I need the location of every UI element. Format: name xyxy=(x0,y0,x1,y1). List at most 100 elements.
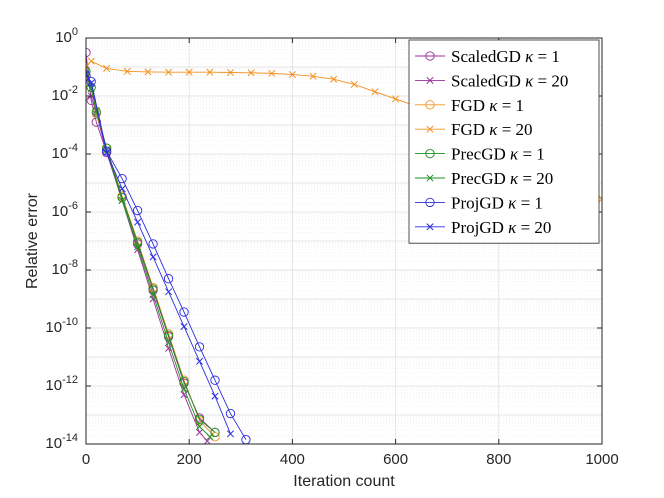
legend: ScaledGD κ = 1 ScaledGD κ = 20 FGD κ = 1 FG… xyxy=(408,39,600,244)
data-point xyxy=(123,67,131,75)
data-point xyxy=(180,385,188,393)
legend-label: PrecGD κ = 1 xyxy=(451,145,545,164)
legend-marker xyxy=(426,174,434,182)
data-point xyxy=(179,376,189,387)
legend-item: PrecGD κ = 1 xyxy=(415,145,545,164)
legend-label: ProjGD κ = 1 xyxy=(451,193,543,212)
data-point xyxy=(268,69,276,77)
data-point xyxy=(165,338,173,347)
data-point xyxy=(185,68,193,76)
data-point xyxy=(226,68,235,77)
series-line xyxy=(86,72,211,438)
series-line xyxy=(86,75,216,438)
data-point xyxy=(148,284,158,294)
data-point xyxy=(195,428,204,436)
legend-label: ScaledGD κ = 20 xyxy=(451,71,568,90)
data-point xyxy=(163,274,174,284)
x-tick-label: 400 xyxy=(280,451,305,468)
data-point xyxy=(103,148,111,157)
x-tick-label: 800 xyxy=(486,451,511,468)
legend-marker xyxy=(425,51,435,61)
data-point xyxy=(165,68,173,76)
data-point xyxy=(210,427,220,438)
legend-item: ScaledGD κ = 1 xyxy=(415,47,560,66)
legend-marker xyxy=(426,223,434,231)
x-tick-label: 1000 xyxy=(585,451,618,468)
data-point xyxy=(195,357,204,365)
x-tick-label: 200 xyxy=(177,451,202,468)
series-line xyxy=(86,75,247,440)
data-point xyxy=(86,63,90,71)
data-point xyxy=(134,243,142,251)
legend-marker xyxy=(426,76,434,84)
data-point xyxy=(392,95,400,103)
legend-item: ScaledGD κ = 20 xyxy=(415,71,568,90)
data-point xyxy=(87,79,95,87)
legend-marker xyxy=(425,148,435,159)
data-point xyxy=(225,408,236,419)
data-point xyxy=(148,239,158,249)
legend-marker xyxy=(425,100,435,110)
data-point xyxy=(330,75,338,83)
data-point xyxy=(149,253,157,261)
data-point xyxy=(180,391,188,399)
data-point xyxy=(194,414,205,424)
legend-label: FGD κ = 1 xyxy=(451,96,524,115)
data-point xyxy=(226,430,235,438)
data-point xyxy=(203,437,211,444)
legend-marker xyxy=(426,125,434,133)
data-point xyxy=(210,375,220,385)
series-line xyxy=(86,52,216,433)
data-point xyxy=(165,288,173,296)
data-point xyxy=(371,88,379,96)
data-point xyxy=(194,342,205,352)
legend-label: ProjGD κ = 20 xyxy=(451,218,551,237)
data-point xyxy=(144,68,152,76)
data-point xyxy=(247,69,255,77)
series-precgd-kappa-20 xyxy=(86,69,214,441)
x-tick-label: 0 xyxy=(82,451,90,468)
series-scaledgd-kappa-1 xyxy=(86,47,220,438)
y-tick-label: 10-12 xyxy=(45,374,78,394)
series-line xyxy=(86,74,231,435)
y-axis-label: Relative error xyxy=(24,192,41,289)
data-point xyxy=(206,68,214,76)
data-point xyxy=(103,64,111,73)
y-tick-label: 10-14 xyxy=(45,432,78,452)
x-axis-label: Iteration count xyxy=(293,473,395,490)
legend-item: PrecGD κ = 20 xyxy=(415,169,553,188)
y-tick-label: 10-10 xyxy=(45,316,78,336)
data-point xyxy=(598,195,602,203)
data-point xyxy=(210,432,220,442)
data-point xyxy=(350,80,358,88)
data-point xyxy=(87,57,95,65)
legend-item: ProjGD κ = 1 xyxy=(415,193,543,212)
legend-box xyxy=(408,39,600,244)
series-fgd-kappa-1 xyxy=(86,71,220,442)
data-point xyxy=(86,69,90,77)
legend-item: FGD κ = 20 xyxy=(415,120,533,139)
series-scaledgd-kappa-20 xyxy=(86,66,211,444)
data-point xyxy=(118,196,126,204)
y-tick-label: 10-2 xyxy=(52,84,78,104)
plot-frame xyxy=(85,37,603,445)
y-tick-label: 10-4 xyxy=(52,142,78,162)
legend-marker xyxy=(425,197,435,208)
y-tick-label: 10-8 xyxy=(52,258,78,278)
y-tick-label: 10-6 xyxy=(52,200,78,220)
data-point xyxy=(309,72,317,80)
data-point xyxy=(206,433,214,441)
series-projgd-kappa-1 xyxy=(86,71,251,444)
legend-item: ProjGD κ = 20 xyxy=(415,218,551,237)
data-point xyxy=(180,322,188,331)
y-tick-label: 100 xyxy=(55,26,78,46)
x-tick-label: 600 xyxy=(383,451,408,468)
legend-label: ScaledGD κ = 1 xyxy=(451,47,560,66)
data-point xyxy=(195,423,204,431)
series-layer xyxy=(86,47,602,444)
legend-item: FGD κ = 1 xyxy=(415,96,524,115)
data-point xyxy=(179,307,189,317)
data-point xyxy=(86,76,96,87)
data-point xyxy=(86,70,90,78)
